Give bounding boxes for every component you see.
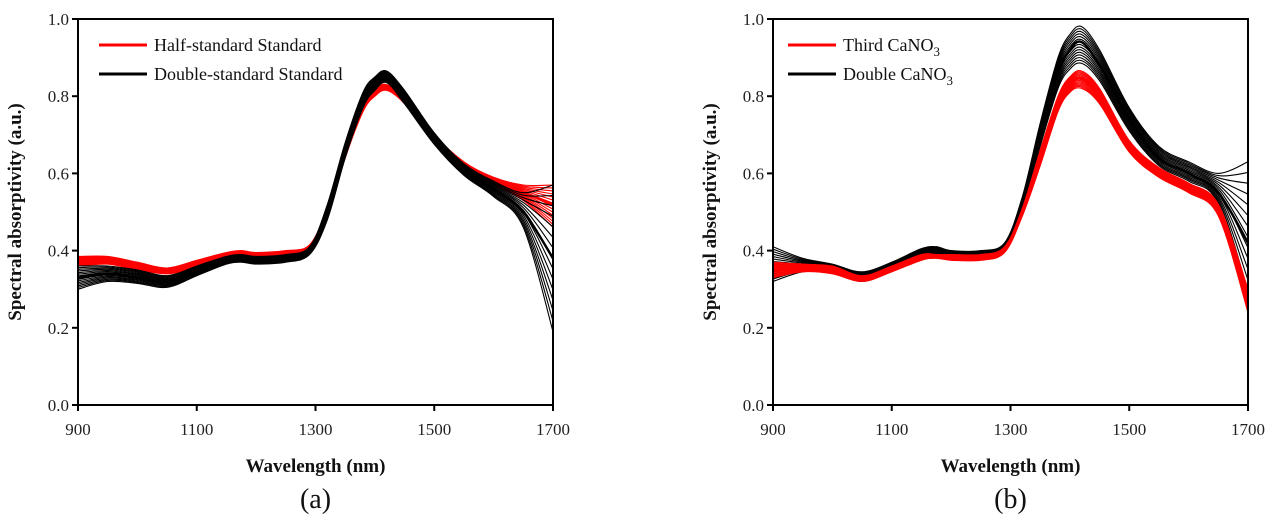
x-tick-label: 1100	[875, 420, 908, 439]
panel-label: (b)	[994, 484, 1027, 515]
y-tick-label: 0.4	[743, 242, 765, 261]
series-line	[78, 70, 553, 277]
series-line-mean	[773, 77, 1248, 305]
y-tick-label: 0.2	[48, 319, 69, 338]
y-tick-label: 0.8	[48, 87, 69, 106]
legend-label-main: Double CaNO	[843, 64, 946, 84]
series-double-standard-standard	[78, 70, 553, 332]
plot-area	[773, 25, 1248, 313]
legend-label-subscript: 3	[933, 44, 940, 59]
legend-label: Half-standard Standard	[154, 35, 321, 55]
y-axis-label: Spectral absorptivity (a.u.)	[700, 103, 721, 320]
y-tick-label: 0.6	[48, 164, 69, 183]
y-tick-label: 1.0	[743, 10, 764, 29]
series-line	[773, 76, 1248, 298]
y-tick-label: 0.2	[743, 319, 764, 338]
legend-label-main: Third CaNO	[843, 35, 933, 55]
y-tick-label: 0.6	[743, 164, 764, 183]
legend-label: Double CaNO3	[843, 64, 953, 88]
y-tick-label: 0.8	[743, 87, 764, 106]
y-tick-label: 0.0	[48, 396, 69, 415]
y-tick-label: 1.0	[48, 10, 69, 29]
x-tick-label: 1500	[1112, 420, 1146, 439]
series-line-mean	[78, 75, 553, 284]
y-axis-label: Spectral absorptivity (a.u.)	[5, 103, 26, 320]
x-axis-label: Wavelength (nm)	[246, 456, 386, 477]
series-line	[773, 70, 1248, 290]
series-line	[773, 25, 1248, 273]
x-axis-label: Wavelength (nm)	[941, 456, 1081, 477]
series-line	[773, 87, 1248, 313]
panel-label: (a)	[300, 484, 331, 515]
x-tick-label: 1300	[299, 420, 333, 439]
x-tick-label: 900	[760, 420, 786, 439]
legend: Half-standard Standard Double-standard St…	[99, 35, 342, 84]
series-line	[773, 85, 1248, 311]
x-tick-label: 1300	[994, 420, 1028, 439]
y-tick-label: 0.0	[743, 396, 764, 415]
chart-panel-a: 0.0 0.2 0.4 0.6 0.8 1.0 900 1100 1300 1500 1700 Wav…	[5, 10, 570, 515]
x-tick-label: 1500	[417, 420, 451, 439]
y-tick-label: 0.4	[48, 242, 70, 261]
legend-label-subscript: 3	[946, 73, 953, 88]
series-line	[773, 77, 1248, 300]
x-tick-label: 1700	[1231, 420, 1265, 439]
chart-panel-b: 0.0 0.2 0.4 0.6 0.8 1.0 900 1100 1300 1500 1700 Wav…	[700, 10, 1265, 515]
legend-label: Third CaNO3	[843, 35, 940, 59]
series-third-cano3	[773, 70, 1248, 313]
series-line	[78, 78, 553, 291]
x-tick-label: 900	[65, 420, 91, 439]
series-line	[773, 51, 1248, 280]
series-line	[78, 81, 553, 332]
x-tick-label: 1700	[536, 420, 570, 439]
legend-label: Double-standard Standard	[154, 64, 342, 84]
x-tick-label: 1100	[180, 420, 213, 439]
plot-area	[78, 70, 553, 332]
